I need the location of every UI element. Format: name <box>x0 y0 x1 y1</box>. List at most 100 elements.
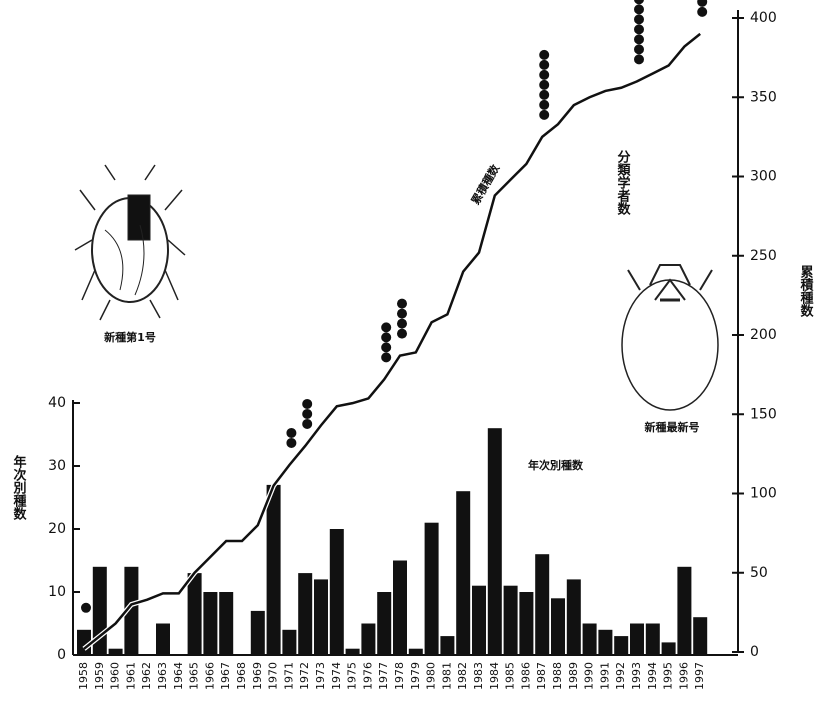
dot <box>397 299 407 309</box>
bar <box>535 554 549 655</box>
bar <box>346 649 360 655</box>
bar <box>488 428 502 655</box>
x-tick-label: 1978 <box>393 662 406 690</box>
y-axis-title: 年次別種数 <box>11 454 28 521</box>
x-tick-label: 1959 <box>93 662 106 690</box>
dot <box>634 24 644 34</box>
x-tick-label: 1985 <box>504 662 517 690</box>
x-tick-label: 1966 <box>203 662 216 690</box>
x-tick-label: 1965 <box>188 662 201 690</box>
dot <box>634 0 644 4</box>
x-tick-label: 1984 <box>488 662 501 690</box>
bar <box>614 636 628 655</box>
x-tick-label: 1986 <box>519 662 532 690</box>
annotation: 新種最新号 <box>645 420 700 434</box>
bar <box>425 523 439 655</box>
dot <box>381 332 391 342</box>
bar <box>219 592 233 655</box>
bar <box>267 485 281 655</box>
dot <box>397 319 407 329</box>
x-tick-label: 1979 <box>409 662 422 690</box>
bar <box>282 630 296 655</box>
x-tick-label: 1972 <box>298 662 311 690</box>
x-tick-label: 1958 <box>77 662 90 690</box>
bar <box>314 579 328 655</box>
dot <box>381 322 391 332</box>
dot <box>539 80 549 90</box>
dot <box>539 110 549 120</box>
dot <box>539 70 549 80</box>
dot <box>286 428 296 438</box>
bar <box>409 649 423 655</box>
bar <box>251 611 265 655</box>
y2-tick-label: 200 <box>750 327 777 343</box>
x-tick-label: 1994 <box>646 662 659 690</box>
bar <box>440 636 454 655</box>
mite-illustration-latest <box>622 265 718 410</box>
bar <box>598 630 612 655</box>
x-tick-label: 1967 <box>219 662 232 690</box>
x-tick-label: 1970 <box>267 662 280 690</box>
dot-column <box>381 322 391 362</box>
bar <box>298 573 312 655</box>
dot <box>634 14 644 24</box>
y2-tick-label: 350 <box>750 89 777 105</box>
dot <box>381 342 391 352</box>
x-tick-label: 1987 <box>535 662 548 690</box>
x-tick-label: 1971 <box>282 662 295 690</box>
dot <box>286 438 296 448</box>
bar <box>109 649 123 655</box>
x-tick-label: 1962 <box>140 662 153 690</box>
bar <box>519 592 533 655</box>
dot-column <box>81 603 91 613</box>
bar <box>504 586 518 655</box>
dot <box>539 50 549 60</box>
x-tick-label: 1974 <box>330 662 343 690</box>
y-tick-label: 20 <box>48 521 66 537</box>
bar <box>330 529 344 655</box>
y2-tick-label: 50 <box>750 565 768 581</box>
annotation: 新種第1号 <box>104 330 156 344</box>
dot <box>397 309 407 319</box>
y2-axis-title: 累積種数 <box>798 264 815 318</box>
x-tick-label: 1975 <box>346 662 359 690</box>
x-tick-label: 1980 <box>425 662 438 690</box>
dot <box>634 4 644 14</box>
bar <box>551 598 565 655</box>
bar <box>361 624 375 656</box>
x-tick-label: 1990 <box>583 662 596 690</box>
bar <box>393 561 407 656</box>
line-halo <box>84 34 700 649</box>
y2-tick-label: 300 <box>750 169 777 185</box>
line <box>84 34 700 649</box>
dot <box>81 603 91 613</box>
x-tick-label: 1992 <box>614 662 627 690</box>
dot <box>634 34 644 44</box>
x-tick-label: 1995 <box>662 662 675 690</box>
bar <box>677 567 691 655</box>
y-tick-label: 30 <box>48 458 66 474</box>
bar <box>646 624 660 656</box>
bar <box>583 624 597 656</box>
x-tick-label: 1988 <box>551 662 564 690</box>
dot <box>302 409 312 419</box>
y-tick-label: 40 <box>48 395 66 411</box>
dot <box>634 54 644 64</box>
y-tick-label: 10 <box>48 584 66 600</box>
dot-column <box>539 50 549 120</box>
dot <box>539 90 549 100</box>
x-tick-label: 1997 <box>693 662 706 690</box>
series-label: 分類学者数 <box>615 149 632 216</box>
bar <box>662 642 676 655</box>
dot-column <box>634 0 644 64</box>
x-tick-label: 1960 <box>109 662 122 690</box>
bar <box>203 592 217 655</box>
bar <box>188 573 202 655</box>
bar <box>472 586 486 655</box>
dot <box>697 7 707 17</box>
y2-tick-label: 0 <box>750 644 759 660</box>
x-tick-label: 1996 <box>677 662 690 690</box>
dot <box>539 100 549 110</box>
chart: 新種第1号 新種最新号 年次別種数 累積種数 01020304005010015… <box>0 0 815 702</box>
y2-tick-label: 400 <box>750 10 777 26</box>
